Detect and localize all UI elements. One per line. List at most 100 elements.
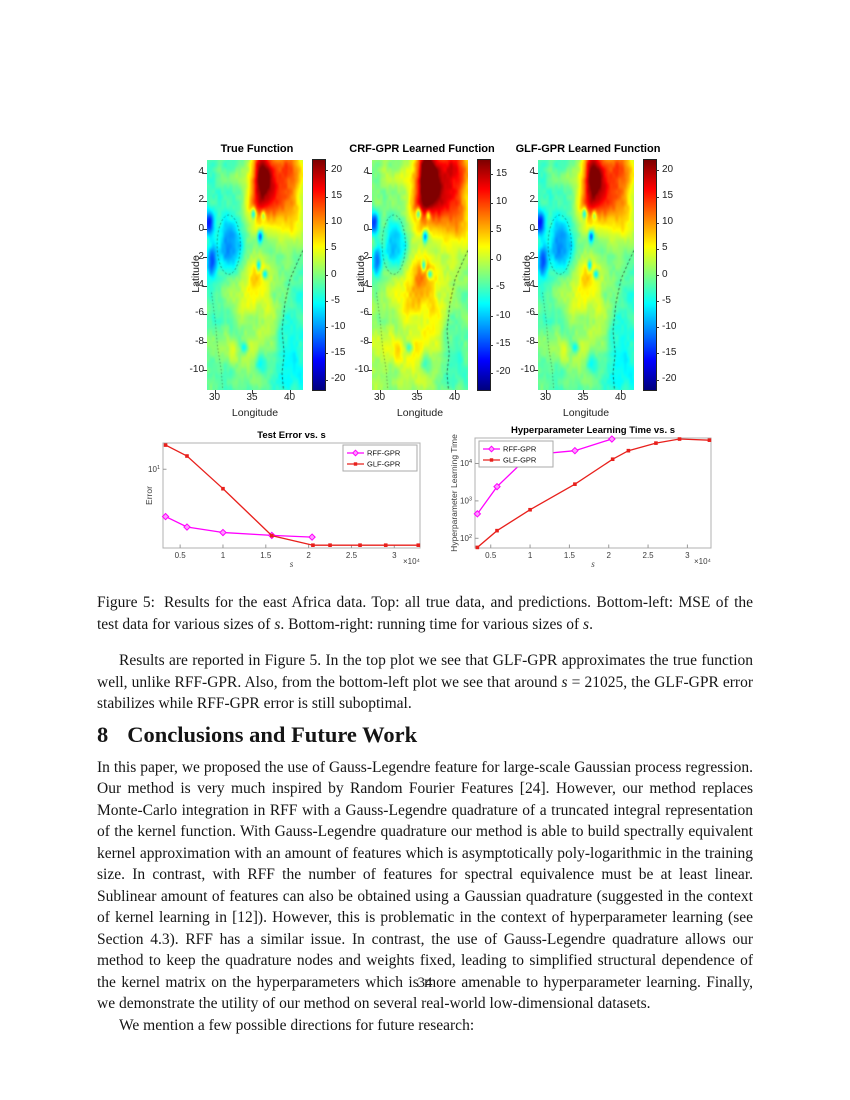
hm-cbtick: 20 [331,163,343,175]
svg-text:2: 2 [306,551,311,560]
heatmap-title: GLF-GPR Learned Function [515,143,661,155]
hm-cbtick: -10 [662,320,677,332]
longitude-axis-label: Longitude [396,407,444,419]
hm-ytick: -2 [195,250,204,262]
hm-ytick: 4 [363,166,369,178]
hm-cbtick: -15 [496,338,511,350]
stub [534,172,538,174]
svg-text:1: 1 [528,551,533,560]
stub [534,257,538,259]
hm-cbtick: -15 [331,346,346,358]
hm-xtick: 35 [411,392,423,403]
hm-ytick: -8 [526,335,535,347]
colorbar [643,159,657,391]
hm-cbtick: 0 [662,268,668,280]
stub [656,275,659,276]
hm-cbtick: 20 [662,163,674,175]
stub [203,313,207,315]
hm-cbtick: -5 [662,294,671,306]
heatmap-title: CRF-GPR Learned Function [349,143,495,155]
stub [203,370,207,372]
hm-ytick: 4 [198,166,204,178]
hm-ytick: -2 [360,250,369,262]
hm-xtick: 30 [373,392,386,403]
stub [368,200,372,202]
hm-cbtick: -10 [496,309,511,321]
hm-ytick: -6 [360,307,369,319]
stub [656,196,659,198]
svg-text:1: 1 [221,551,226,560]
hm-ytick: 2 [529,194,535,206]
svg-text:RFF-GPR: RFF-GPR [503,445,537,454]
svg-text:×10⁴: ×10⁴ [694,557,712,566]
svg-text:3: 3 [392,551,397,560]
hm-cbtick: -20 [662,373,677,385]
stub [620,390,622,394]
stub [203,229,207,231]
text-column: Figure 5: Results for the east Africa dat… [97,592,753,1036]
longitude-axis-label: Longitude [562,407,610,419]
section-title: Conclusions and Future Work [127,721,418,747]
section-heading: 8 Conclusions and Future Work [97,721,753,749]
stub [490,230,493,232]
svg-text:2: 2 [607,551,612,560]
chart-test-error: 0.5 1 1.5 2 2.5 3 101 Test Error vs. s Error s ×10… [144,430,421,569]
stub [534,342,538,344]
stub [368,172,372,174]
hm-cbtick: 15 [496,167,508,179]
hm-ytick: -4 [195,279,204,291]
heatmap-crf-gpr: CRF-GPR Learned Function Latitude Longit… [349,140,525,440]
svg-text:RFF-GPR: RFF-GPR [367,449,401,458]
stub [490,287,493,289]
svg-text:1.5: 1.5 [564,551,576,560]
stub [534,313,538,315]
hm-cbtick: 10 [331,216,343,228]
stub [325,353,328,355]
conclusion-paragraph: In this paper, we proposed the use of Ga… [97,758,753,1013]
hm-xtick: 30 [208,392,221,403]
stub [368,370,372,372]
hm-cbtick: -10 [331,320,346,332]
svg-text:s: s [290,559,294,569]
figure-label: Figure 5: [97,594,155,611]
hm-cbtick: 0 [331,268,337,280]
hm-ytick: -8 [195,335,204,347]
stub [325,196,328,198]
hm-cbtick: 5 [662,242,668,254]
future-research-line: We mention a few possible directions for… [119,1016,475,1034]
svg-text:2.5: 2.5 [643,551,655,560]
hm-ytick: -4 [526,279,535,291]
stub [656,248,659,250]
stub [325,248,328,250]
figure-caption: Figure 5: Results for the east Africa dat… [97,594,754,633]
stub [203,257,207,259]
stub [368,257,372,259]
svg-text:s: s [591,559,595,569]
stub [379,390,381,394]
stub [325,327,328,329]
hm-ytick: -10 [354,363,369,375]
stub [252,390,253,394]
hm-cbtick: 0 [496,252,502,264]
heatmap-canvas [207,160,303,390]
stub [490,344,493,346]
svg-text:103: 103 [460,496,472,505]
hm-cbtick: 5 [331,242,337,254]
stub [490,259,493,261]
hm-ytick: 4 [529,166,535,178]
hm-ytick: 2 [363,194,369,206]
results-paragraph: Results are reported in Figure 5. In the… [97,652,754,712]
hm-cbtick: 10 [662,216,674,228]
stub [368,313,372,315]
hm-ytick: 0 [198,222,204,234]
stub [656,327,659,329]
svg-text:101: 101 [148,465,160,474]
colorbar [477,159,491,391]
stub [368,285,372,287]
svg-text:×10⁴: ×10⁴ [403,557,421,566]
stub [325,379,328,381]
hm-cbtick: 15 [662,190,674,202]
stub [368,229,372,231]
stub [534,200,538,202]
